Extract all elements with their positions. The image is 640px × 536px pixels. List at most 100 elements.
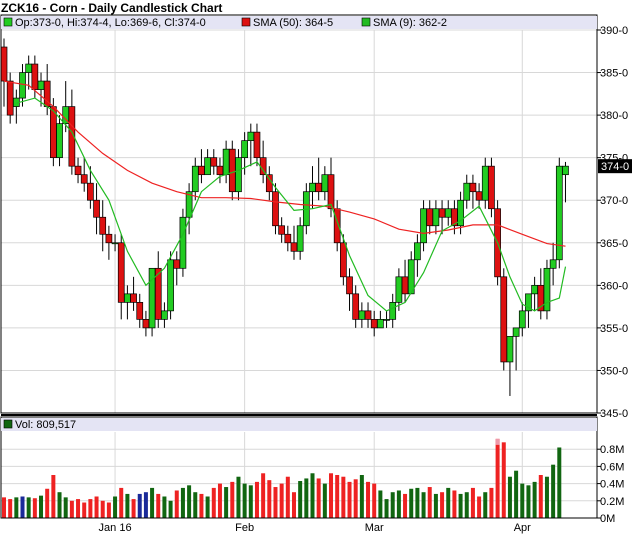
volume-bar (211, 487, 216, 518)
candle-body (272, 191, 279, 227)
legend-band (1, 16, 597, 29)
candle-body (74, 165, 82, 176)
candle-body (290, 242, 298, 252)
candle-body (31, 63, 39, 90)
volume-bar (390, 492, 395, 518)
candle-body (457, 199, 464, 227)
candle-body (389, 302, 397, 320)
candle-body (222, 148, 230, 176)
volume-bar (347, 481, 352, 518)
candle-body (105, 233, 113, 244)
volume-bars (2, 438, 562, 518)
volume-bar (489, 487, 494, 518)
volume-bar (477, 496, 482, 518)
candle-body (463, 182, 471, 201)
date-tick-label: Jan 16 (99, 522, 132, 534)
candle-body (216, 165, 224, 176)
candle-body (179, 216, 187, 269)
volume-bar (403, 493, 408, 518)
volume-bar (427, 487, 432, 518)
candle-body (241, 140, 248, 159)
volume-bar (329, 473, 334, 518)
volume-bar (532, 481, 537, 518)
volume-bar (113, 496, 118, 518)
volume-bar (279, 483, 284, 518)
volume-bar (106, 502, 111, 518)
candle-body (87, 182, 94, 201)
volume-bar (137, 493, 142, 518)
volume-bar (199, 493, 204, 518)
candle-body (352, 293, 360, 320)
volume-bar (26, 497, 31, 518)
candle-body (124, 293, 131, 303)
volume-bar (162, 496, 167, 518)
candle-body (370, 319, 378, 329)
volume-bar (125, 493, 130, 518)
candle-body (210, 157, 218, 167)
volume-bar (495, 438, 500, 518)
candle-body (475, 191, 483, 201)
chart-title: ZCK16 - Corn - Daily Candlestick Chart (1, 1, 222, 15)
date-tick-label: Mar (365, 522, 384, 534)
candle-body (167, 259, 174, 312)
candle-body (488, 165, 495, 210)
volume-bar (143, 492, 148, 518)
candle-body (377, 319, 384, 329)
volume-bar (236, 476, 241, 518)
candle-body (346, 276, 353, 295)
candle-body (130, 293, 137, 303)
candle-body (438, 208, 446, 218)
volume-bar (440, 492, 445, 518)
candle-body (407, 259, 415, 295)
candle-body (284, 233, 292, 244)
volume-panel-frame (0, 416, 598, 519)
volume-bar (421, 492, 426, 518)
candle-body (50, 106, 57, 159)
candle-body (364, 310, 372, 320)
volume-bar (446, 487, 451, 518)
candle-body (259, 157, 267, 176)
candle-body (358, 310, 366, 320)
candle-body (309, 182, 316, 193)
candle-body (173, 259, 181, 269)
candles (0, 38, 569, 396)
volume-bar (470, 487, 475, 518)
sma50-legend-swatch (241, 17, 251, 27)
candle-body (278, 225, 285, 235)
volume-bar (88, 499, 93, 518)
sma9-line (16, 97, 567, 312)
volume-bar (242, 483, 247, 518)
volume-bar (69, 500, 74, 518)
volume-bar (464, 492, 469, 518)
candle-body (432, 208, 440, 227)
candle-body (315, 182, 323, 193)
volume-bar (205, 496, 210, 518)
volume-bar (359, 475, 364, 518)
volume-bar (483, 492, 488, 518)
candle-body (253, 131, 261, 159)
price-tick-label: 345-0 (600, 408, 628, 420)
volume-tick-label: 0.6M (600, 461, 624, 473)
candle-body (204, 157, 211, 176)
volume-bar (150, 487, 155, 518)
volume-bar (353, 479, 358, 518)
candle-body (228, 148, 236, 193)
volume-bar (551, 464, 556, 518)
volume-bar (156, 493, 161, 518)
volume-bar (458, 493, 463, 518)
volume-bar (193, 492, 198, 518)
volume-bar (217, 483, 222, 518)
candle-body (469, 182, 477, 193)
candle-body (414, 242, 421, 261)
sma9-legend-swatch (361, 17, 371, 27)
volume-bar (409, 488, 414, 518)
volume-legend-swatch (3, 419, 13, 429)
volume-bar (32, 498, 37, 518)
candle-body (25, 63, 33, 73)
candle-body (340, 242, 347, 278)
price-tick-label: 380-0 (600, 110, 628, 122)
candle-body (136, 302, 144, 320)
candle-body (111, 242, 119, 245)
candle-body (500, 276, 508, 363)
volume-legend-band (1, 418, 597, 431)
